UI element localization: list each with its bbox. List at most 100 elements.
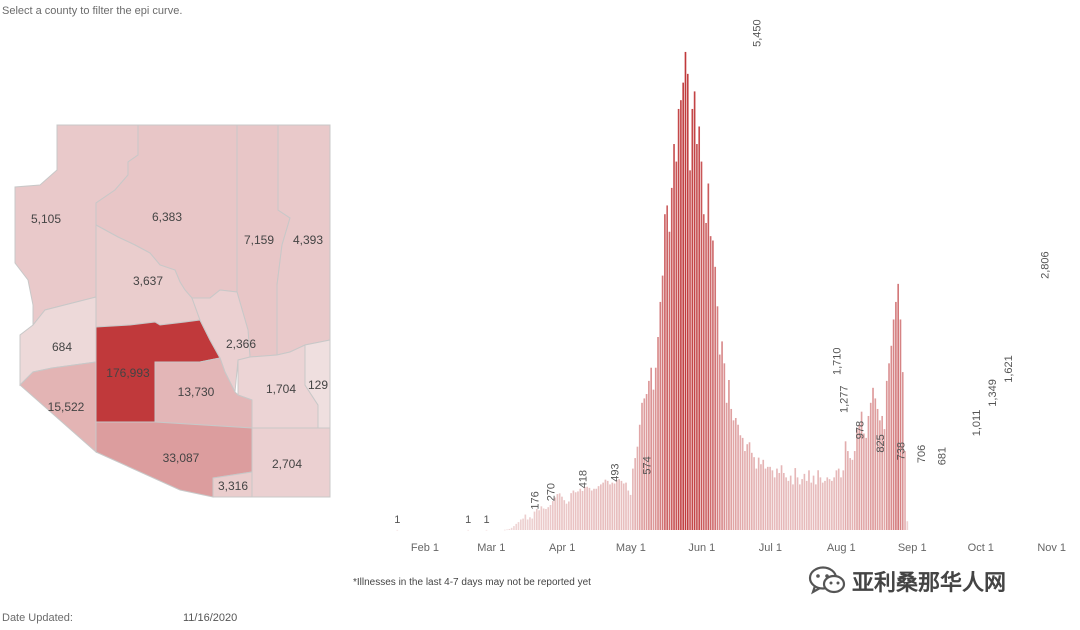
epi-bar [812,475,815,530]
epi-bar [650,367,652,530]
x-tick-label: May 1 [616,542,646,554]
epi-bar [565,503,568,530]
epi-bar [590,490,593,530]
epi-bar [881,415,883,530]
epi-bar [510,527,513,530]
epi-bar [821,482,824,530]
epi-bar [611,482,614,530]
epi-bar [600,484,602,530]
epi-bar [879,420,881,530]
epi-bar [538,510,540,530]
epi-bar [632,468,634,530]
arizona-county-map[interactable]: 5,105 6,383 7,159 4,393 3,637 684 176,99… [0,0,340,510]
epi-bar [865,437,867,530]
epi-bar [668,231,671,530]
epi-bar [686,73,689,531]
epi-bar [556,494,559,530]
epi-bar [764,468,767,530]
epi-bar [789,475,792,530]
epi-bar [728,380,730,530]
epi-bar [467,529,470,531]
epi-bar [739,435,742,530]
epi-bar [766,466,769,530]
epi-bar [641,402,643,530]
epi-bar [721,341,723,530]
epi-bar [689,170,691,530]
epi-data-label: 574 [642,456,654,474]
county-cochise[interactable] [251,427,331,498]
epi-bar [750,452,753,530]
map-label-gila: 2,366 [226,337,256,351]
epi-bar [698,126,701,531]
epi-bar [901,372,904,530]
epi-data-label: 176 [530,491,542,509]
epi-bar [890,345,893,530]
epi-bar [616,480,618,530]
epi-bar [718,354,721,530]
map-label-cochise: 2,704 [272,457,302,471]
epi-data-label: 418 [578,470,590,488]
epi-bar [696,144,698,531]
x-tick-label: Feb 1 [411,542,439,554]
epi-bar [485,529,488,531]
epi-bar [741,437,744,530]
epi-data-label: 5,450 [751,19,763,47]
map-label-santa-cruz: 3,316 [218,479,248,493]
epi-data-label: 1,621 [1003,355,1015,383]
epi-bar [584,487,586,530]
epi-bar [682,82,685,530]
epi-bar [593,488,595,530]
epi-bar [888,363,890,530]
epi-bar [744,451,746,530]
epi-bar [506,529,508,531]
epi-bar [508,528,511,530]
epi-bar [853,451,856,530]
epi-bar [757,457,760,530]
date-updated-value: 11/16/2020 [183,612,238,624]
epi-bar [700,161,703,530]
county-yuma[interactable] [19,361,97,454]
epi-bar [551,501,554,530]
epi-bars [396,51,909,531]
epi-bar [707,183,710,530]
epi-bar [618,479,620,530]
epi-bar [787,480,790,530]
epi-bar [613,483,616,530]
epi-bar [762,459,765,530]
epi-data-label: 825 [875,434,887,452]
epi-bar [844,441,847,530]
epi-bar [847,451,849,530]
epi-bar [549,505,552,530]
epi-bar [799,484,801,530]
epi-bar [778,472,781,530]
epi-x-axis: Feb 1 Mar 1 Apr 1 May 1 Jun 1 Jul 1 Aug 1 Sep 1… [411,542,1066,554]
map-label-graham: 1,704 [266,382,296,396]
epi-bar [716,306,719,530]
epi-bar [597,486,600,530]
x-tick-label: Nov 1 [1037,542,1066,554]
epi-bar [883,429,886,530]
epi-data-label: 738 [896,442,908,460]
map-label-la-paz: 684 [52,340,72,354]
epi-bar [725,402,728,530]
epi-bar [396,529,399,531]
epi-bar [519,519,522,530]
x-tick-label: Oct 1 [968,542,994,554]
epi-bar [885,380,888,530]
epi-bar [730,408,733,530]
epi-bar [693,91,696,531]
x-tick-label: Apr 1 [549,542,575,554]
epi-bar [606,480,609,530]
filter-instruction: Select a county to filter the epi curve. [2,5,183,17]
epi-bar [579,488,582,530]
epi-data-label: 1 [394,514,400,526]
epi-bar [753,457,755,530]
epi-bar [629,494,632,530]
epi-bar [568,501,570,530]
epi-bar [636,446,639,530]
x-tick-label: Sep 1 [898,542,927,554]
epi-data-label: 1,710 [831,347,843,375]
epi-bar [831,480,833,530]
epi-data-label: 681 [937,447,949,465]
